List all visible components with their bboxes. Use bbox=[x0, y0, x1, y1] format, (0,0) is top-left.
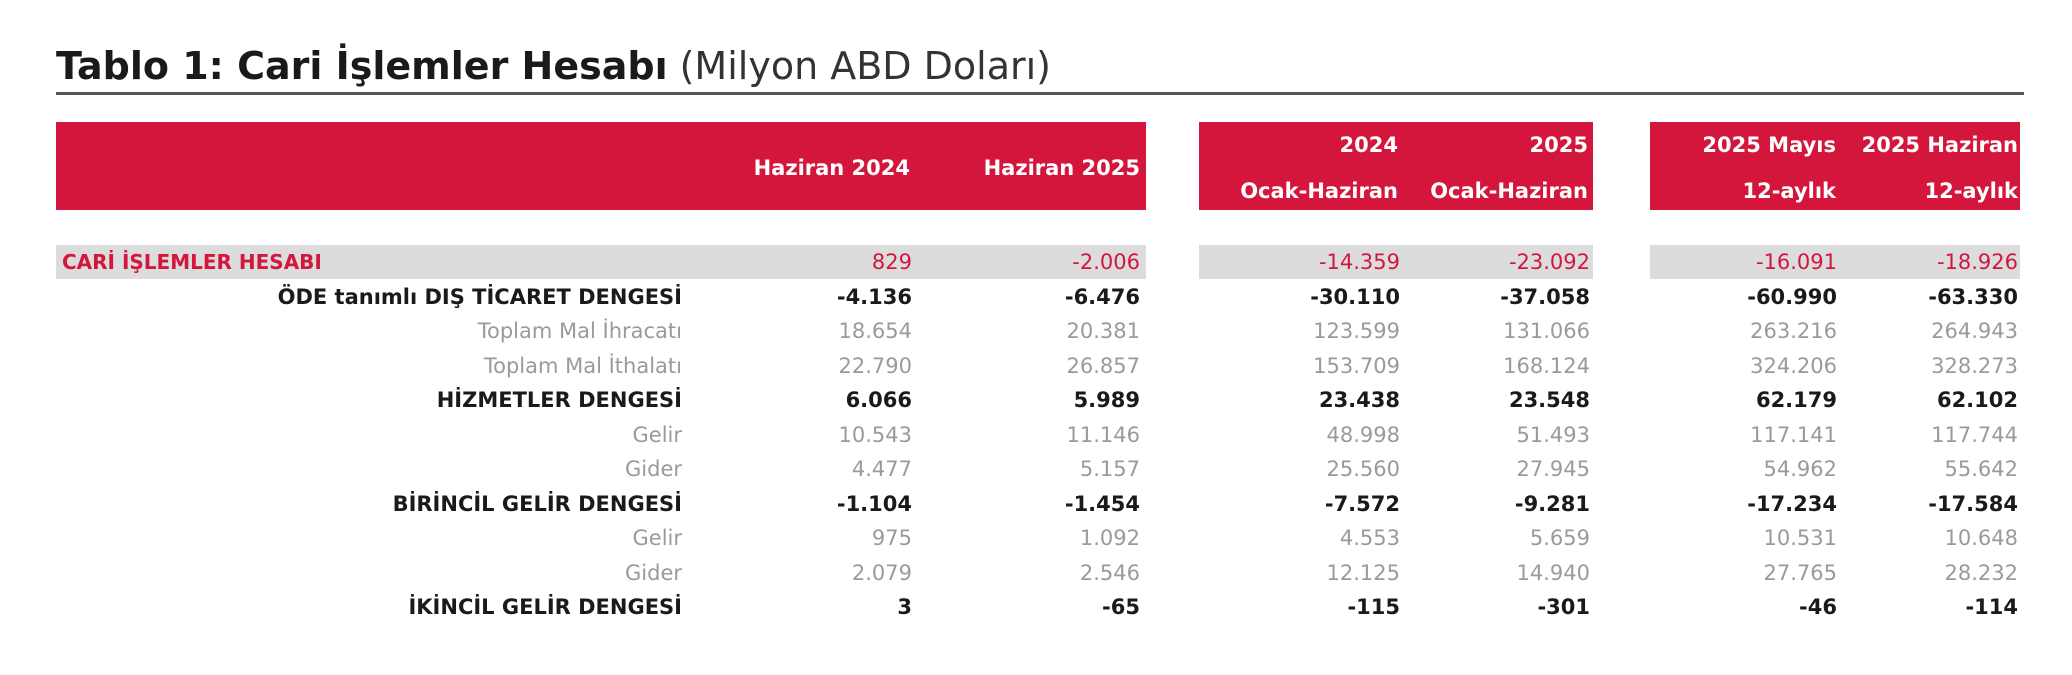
header-col6-bottom: 12-aylık bbox=[1924, 179, 2018, 203]
table-cell: -1.454 bbox=[1064, 491, 1140, 516]
table-cell: 12.125 bbox=[1326, 560, 1400, 585]
table-cell: 975 bbox=[871, 526, 912, 550]
row-label: Gider bbox=[625, 457, 682, 481]
title-divider bbox=[56, 92, 2024, 95]
table-title: Tablo 1: Cari İşlemler Hesabı (Milyon ABD… bbox=[56, 38, 1051, 94]
header-col4-bottom: Ocak-Haziran bbox=[1430, 179, 1588, 203]
table-cell: -6.476 bbox=[1064, 284, 1140, 309]
table-cell: -115 bbox=[1347, 595, 1400, 619]
table-cell: 168.124 bbox=[1503, 353, 1590, 378]
table-cell: -37.058 bbox=[1500, 284, 1590, 309]
table-cell: 2.079 bbox=[851, 560, 912, 585]
table-cell: 10.648 bbox=[1944, 526, 2018, 550]
table-cell: 26.857 bbox=[1066, 353, 1140, 378]
table-cell: 324.206 bbox=[1750, 353, 1837, 378]
table-cell: 28.232 bbox=[1944, 560, 2018, 585]
table-cell: 14.940 bbox=[1516, 560, 1590, 585]
table-cell: -63.330 bbox=[1928, 284, 2018, 309]
table-cell: 5.659 bbox=[1529, 526, 1590, 550]
table-cell: -30.110 bbox=[1310, 284, 1400, 309]
table-cell: 5.157 bbox=[1079, 457, 1140, 481]
table-cell: -17.584 bbox=[1928, 491, 2018, 516]
table-cell: 62.179 bbox=[1755, 388, 1837, 412]
row-label: HİZMETLER DENGESİ bbox=[436, 388, 682, 412]
table-cell: 829 bbox=[871, 250, 912, 274]
table-cell: 55.642 bbox=[1944, 457, 2018, 481]
table-cell: 2.546 bbox=[1079, 560, 1140, 585]
table-cell: 51.493 bbox=[1516, 422, 1590, 447]
table-cell: 27.945 bbox=[1516, 457, 1590, 481]
table-cell: 264.943 bbox=[1931, 319, 2018, 343]
table-cell: -7.572 bbox=[1324, 491, 1400, 516]
table-cell: 5.989 bbox=[1073, 388, 1140, 412]
header-col3-bottom: Ocak-Haziran bbox=[1240, 179, 1398, 203]
table-title-unit: (Milyon ABD Doları) bbox=[679, 44, 1051, 88]
highlight-band-12-month bbox=[1650, 245, 2020, 279]
table-cell: 54.962 bbox=[1763, 457, 1837, 481]
table-cell: 27.765 bbox=[1763, 560, 1837, 585]
table-cell: 117.744 bbox=[1931, 422, 2018, 447]
highlight-band-half-year bbox=[1199, 245, 1593, 279]
table-cell: -4.136 bbox=[836, 284, 912, 309]
header-col5-bottom: 12-aylık bbox=[1742, 179, 1836, 203]
table-cell: 23.438 bbox=[1318, 388, 1400, 412]
row-label: BİRİNCİL GELİR DENGESİ bbox=[392, 491, 682, 516]
table-cell: 62.102 bbox=[1936, 388, 2018, 412]
header-col2: Haziran 2025 bbox=[983, 156, 1140, 180]
header-col6-top: 2025 Haziran bbox=[1861, 133, 2018, 157]
table-cell: 48.998 bbox=[1326, 422, 1400, 447]
table-cell: 25.560 bbox=[1326, 457, 1400, 481]
table-cell: 23.548 bbox=[1508, 388, 1590, 412]
header-block-monthly bbox=[56, 122, 1146, 210]
row-label: Toplam Mal İthalatı bbox=[483, 353, 682, 378]
table-cell: -114 bbox=[1965, 595, 2018, 619]
table-cell: -17.234 bbox=[1747, 491, 1837, 516]
table-cell: -65 bbox=[1102, 595, 1140, 619]
table-cell: 4.553 bbox=[1339, 526, 1400, 550]
table-cell: 6.066 bbox=[845, 388, 912, 412]
table-cell: 20.381 bbox=[1066, 319, 1140, 343]
table-cell: -16.091 bbox=[1755, 250, 1837, 274]
table-cell: 18.654 bbox=[838, 319, 912, 343]
table-cell: 22.790 bbox=[838, 353, 912, 378]
header-col3-top: 2024 bbox=[1339, 133, 1398, 157]
table-cell: 153.709 bbox=[1313, 353, 1400, 378]
table-cell: 123.599 bbox=[1313, 319, 1400, 343]
table-cell: 131.066 bbox=[1503, 319, 1590, 343]
header-col1: Haziran 2024 bbox=[753, 156, 910, 180]
table-cell: 328.273 bbox=[1931, 353, 2018, 378]
table-cell: 263.216 bbox=[1750, 319, 1837, 343]
table-cell: 3 bbox=[897, 595, 912, 619]
table-cell: -9.281 bbox=[1514, 491, 1590, 516]
table-cell: -23.092 bbox=[1508, 250, 1590, 274]
table-cell: -2.006 bbox=[1072, 250, 1140, 274]
row-label: Gider bbox=[625, 560, 682, 585]
header-col5-top: 2025 Mayıs bbox=[1702, 133, 1836, 157]
table-cell: 4.477 bbox=[851, 457, 912, 481]
row-label: ÖDE tanımlı DIŞ TİCARET DENGESİ bbox=[277, 284, 682, 309]
table-cell: 11.146 bbox=[1066, 422, 1140, 447]
highlight-band-monthly bbox=[56, 245, 1146, 279]
table-cell: 10.543 bbox=[838, 422, 912, 447]
row-label: CARİ İŞLEMLER HESABI bbox=[62, 250, 322, 274]
header-block-12-month bbox=[1650, 122, 2020, 210]
table-cell: -14.359 bbox=[1318, 250, 1400, 274]
table-title-main: Tablo 1: Cari İşlemler Hesabı bbox=[56, 44, 668, 88]
table-cell: -301 bbox=[1537, 595, 1590, 619]
table-cell: -60.990 bbox=[1747, 284, 1837, 309]
table-cell: -1.104 bbox=[836, 491, 912, 516]
table-cell: 1.092 bbox=[1079, 526, 1140, 550]
table-cell: -18.926 bbox=[1936, 250, 2018, 274]
header-block-half-year bbox=[1199, 122, 1593, 210]
row-label: Gelir bbox=[632, 526, 683, 550]
row-label: Gelir bbox=[632, 422, 683, 447]
table-cell: 117.141 bbox=[1750, 422, 1837, 447]
table-cell: 10.531 bbox=[1763, 526, 1837, 550]
table-cell: -46 bbox=[1799, 595, 1837, 619]
row-label: Toplam Mal İhracatı bbox=[477, 319, 682, 343]
header-col4-top: 2025 bbox=[1529, 133, 1588, 157]
row-label: İKİNCİL GELİR DENGESİ bbox=[408, 595, 682, 619]
